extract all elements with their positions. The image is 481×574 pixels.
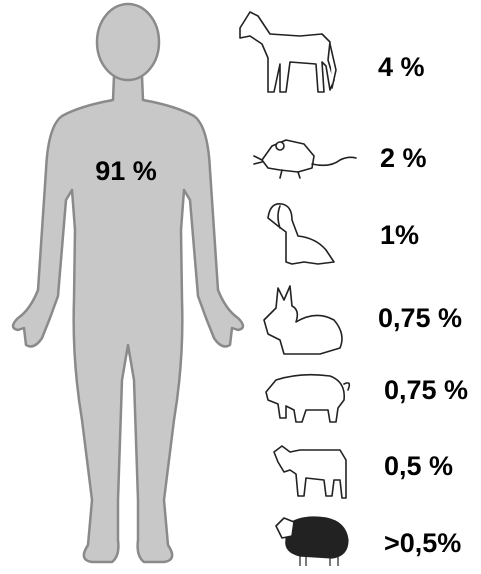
rat-icon bbox=[254, 140, 356, 178]
human-percentage: 91 % bbox=[95, 156, 157, 186]
horse-icon bbox=[240, 12, 336, 92]
pig-icon bbox=[266, 375, 349, 422]
dog-icon bbox=[268, 204, 334, 264]
animal-percentage: 0,75 % bbox=[378, 303, 462, 333]
cow-icon bbox=[274, 446, 346, 498]
animal-percentage: 4 % bbox=[378, 52, 425, 82]
animal-percentage: 2 % bbox=[380, 143, 427, 173]
page: 91 % 4 % 2 % 1% 0,75 % 0,75 % 0,5 % >0,5… bbox=[0, 0, 481, 574]
animal-percentage: 1% bbox=[380, 220, 419, 250]
animal-percentage: >0,5% bbox=[384, 528, 461, 558]
animal-percentage: 0,5 % bbox=[384, 451, 453, 481]
infographic: 91 % 4 % 2 % 1% 0,75 % 0,75 % 0,5 % >0,5… bbox=[0, 0, 481, 574]
sheep-icon bbox=[276, 517, 348, 566]
human-silhouette bbox=[13, 4, 243, 562]
animal-percentage: 0,75 % bbox=[384, 375, 468, 405]
rabbit-icon bbox=[264, 286, 342, 354]
